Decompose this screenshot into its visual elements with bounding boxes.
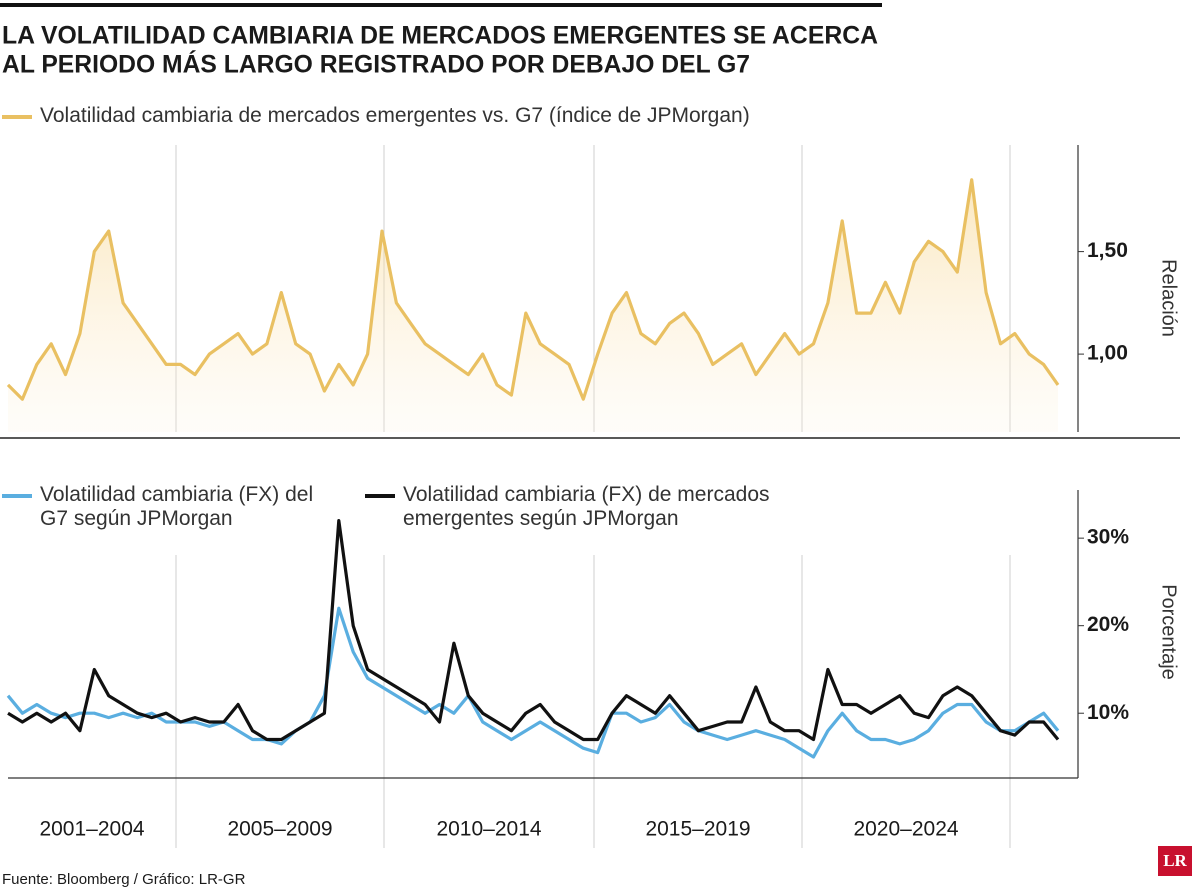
y-tick-label: 1,50 xyxy=(1087,239,1128,262)
series-line xyxy=(7,519,1060,742)
x-tick-label: 2015–2019 xyxy=(645,818,750,841)
legend-swatch xyxy=(2,494,32,498)
x-tick-label: 2010–2014 xyxy=(436,818,541,841)
legend-item: Volatilidad cambiaria (FX) del G7 según … xyxy=(2,483,332,531)
y-axis-label: Porcentaje xyxy=(1158,584,1180,680)
title-line: LA VOLATILIDAD CAMBIARIA DE MERCADOS EME… xyxy=(2,22,878,50)
title-line: AL PERIODO MÁS LARGO REGISTRADO POR DEBA… xyxy=(2,50,750,79)
logo: LR xyxy=(1163,851,1187,870)
series-line xyxy=(6,606,1060,759)
logo-box xyxy=(1158,846,1192,876)
x-tick-label: 2001–2004 xyxy=(39,818,144,841)
series-line xyxy=(6,178,1060,401)
legend-swatch xyxy=(365,494,395,498)
x-tick-label: 2020–2024 xyxy=(853,818,958,841)
legend-label: Volatilidad cambiaria de mercados emerge… xyxy=(40,104,750,127)
y-tick-label: 30% xyxy=(1087,526,1129,549)
source: Fuente: Bloomberg / Gráfico: LR-GR xyxy=(2,871,246,888)
legend-item: Volatilidad cambiaria de mercados emerge… xyxy=(2,104,902,128)
legend-label: Volatilidad cambiaria (FX) de mercados e… xyxy=(403,483,770,530)
x-tick-label: 2005–2009 xyxy=(227,818,332,841)
area-fill xyxy=(8,179,1058,432)
y-tick-label: 10% xyxy=(1087,701,1129,724)
legend-swatch xyxy=(2,115,32,119)
legend-label: Volatilidad cambiaria (FX) del G7 según … xyxy=(40,483,314,530)
legend-item: Volatilidad cambiaria (FX) de mercados e… xyxy=(365,483,835,531)
y-tick-label: 1,00 xyxy=(1087,342,1128,365)
y-axis-label: Relación xyxy=(1158,259,1180,337)
y-tick-label: 20% xyxy=(1087,613,1129,636)
